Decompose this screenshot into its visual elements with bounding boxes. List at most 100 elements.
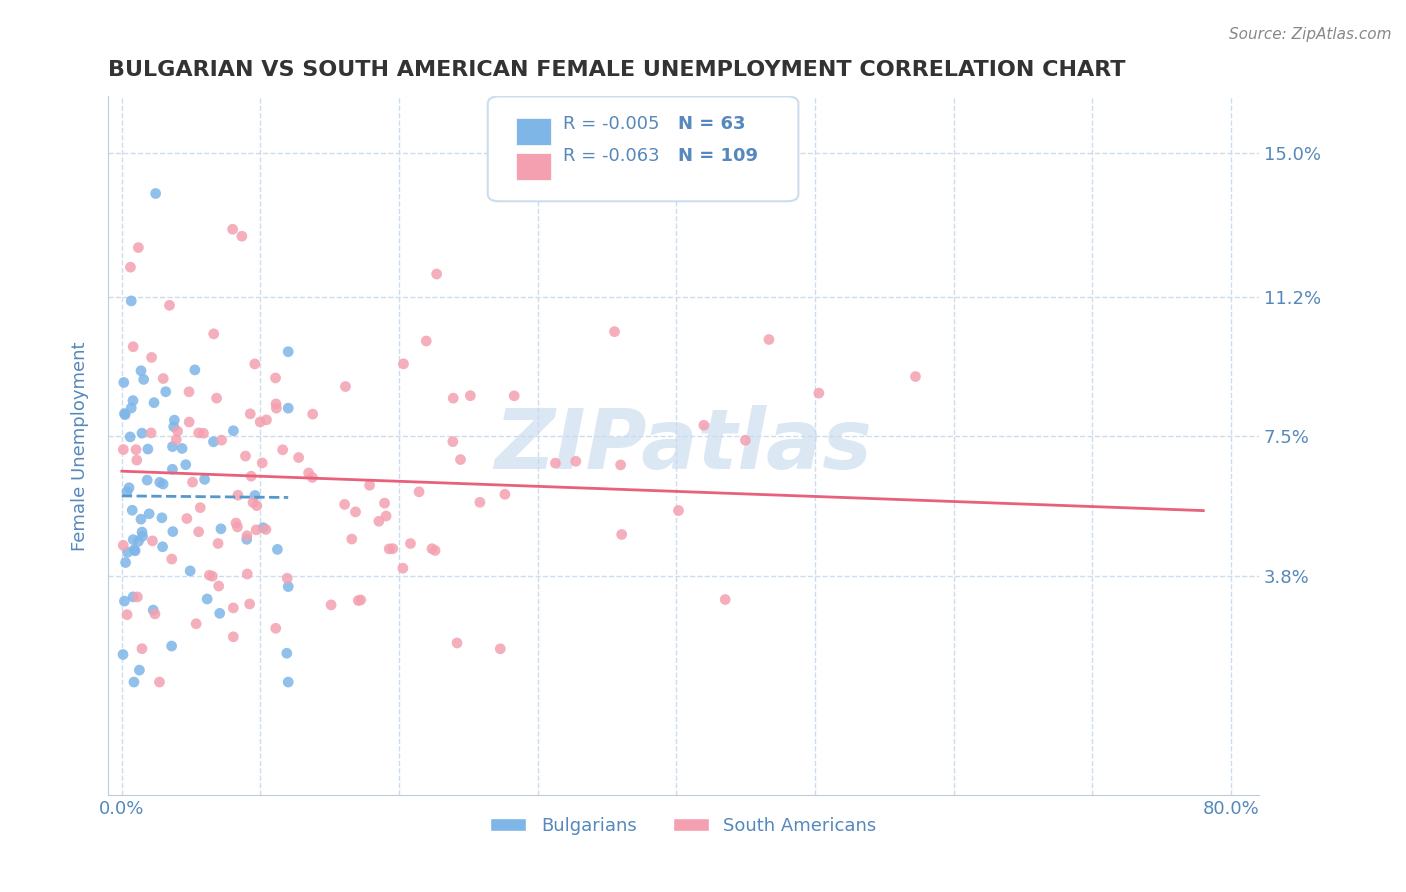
Bulgarians	[112, 594, 135, 608]
South Americans	[904, 369, 927, 384]
South Americans	[468, 495, 491, 509]
Bulgarians	[243, 488, 266, 502]
South Americans	[205, 391, 228, 405]
South Americans	[188, 500, 211, 515]
Bulgarians	[143, 395, 166, 409]
Bulgarians	[122, 393, 145, 408]
Text: N = 109: N = 109	[678, 147, 758, 165]
South Americans	[125, 442, 148, 457]
South Americans	[198, 568, 221, 582]
South Americans	[143, 607, 166, 621]
South Americans	[122, 340, 145, 354]
Bulgarians	[174, 458, 197, 472]
Bulgarians	[194, 472, 217, 486]
South Americans	[249, 415, 271, 429]
South Americans	[211, 433, 233, 447]
Bulgarians	[138, 507, 160, 521]
South Americans	[408, 484, 430, 499]
South Americans	[807, 386, 830, 401]
Bulgarians	[122, 533, 145, 547]
South Americans	[186, 616, 208, 631]
Bulgarians	[208, 607, 231, 621]
South Americans	[714, 592, 737, 607]
Bulgarians	[122, 542, 145, 557]
South Americans	[222, 630, 245, 644]
Bulgarians	[122, 675, 145, 690]
Bulgarians	[150, 510, 173, 524]
South Americans	[441, 391, 464, 405]
Bulgarians	[114, 556, 136, 570]
South Americans	[333, 497, 356, 511]
South Americans	[207, 536, 229, 550]
Bulgarians	[136, 473, 159, 487]
Bulgarians	[277, 401, 299, 416]
Text: ZIPatlas: ZIPatlas	[495, 406, 872, 486]
Bulgarians	[277, 580, 299, 594]
South Americans	[226, 488, 249, 502]
Bulgarians	[132, 372, 155, 386]
South Americans	[344, 505, 367, 519]
Bulgarians	[114, 408, 136, 422]
Bulgarians	[142, 603, 165, 617]
Bulgarians	[266, 542, 288, 557]
South Americans	[544, 456, 567, 470]
Bulgarians	[136, 442, 159, 456]
Bulgarians	[235, 533, 257, 547]
South Americans	[494, 487, 516, 501]
Bulgarians	[162, 524, 184, 539]
South Americans	[758, 333, 780, 347]
South Americans	[148, 675, 170, 690]
Bulgarians	[155, 384, 177, 399]
Bulgarians	[128, 663, 150, 677]
Bar	[516, 153, 551, 180]
Bulgarians	[112, 376, 135, 390]
South Americans	[239, 407, 262, 421]
South Americans	[187, 524, 209, 539]
South Americans	[359, 478, 381, 492]
South Americans	[693, 418, 716, 433]
South Americans	[221, 222, 243, 236]
South Americans	[276, 571, 298, 585]
Text: BULGARIAN VS SOUTH AMERICAN FEMALE UNEMPLOYMENT CORRELATION CHART: BULGARIAN VS SOUTH AMERICAN FEMALE UNEMP…	[108, 60, 1125, 79]
Bulgarians	[114, 407, 136, 421]
Bulgarians	[162, 462, 184, 476]
South Americans	[668, 503, 690, 517]
Bulgarians	[118, 481, 141, 495]
South Americans	[256, 413, 278, 427]
Bulgarians	[172, 442, 194, 456]
Text: N = 63: N = 63	[678, 115, 745, 134]
FancyBboxPatch shape	[488, 96, 799, 202]
South Americans	[301, 407, 323, 421]
South Americans	[225, 516, 247, 530]
South Americans	[127, 590, 149, 604]
South Americans	[231, 229, 253, 244]
Bulgarians	[124, 543, 146, 558]
South Americans	[187, 425, 209, 440]
South Americans	[139, 425, 162, 440]
Bulgarians	[149, 475, 172, 490]
South Americans	[375, 508, 398, 523]
Text: R = -0.005: R = -0.005	[562, 115, 659, 134]
Bulgarians	[277, 675, 299, 690]
South Americans	[160, 552, 183, 566]
Bulgarians	[120, 401, 142, 415]
South Americans	[460, 389, 482, 403]
South Americans	[201, 569, 224, 583]
South Americans	[264, 621, 287, 635]
South Americans	[399, 536, 422, 550]
South Americans	[603, 325, 626, 339]
Bulgarians	[120, 430, 142, 444]
South Americans	[193, 426, 215, 441]
South Americans	[441, 434, 464, 449]
South Americans	[112, 442, 135, 457]
South Americans	[347, 593, 370, 607]
Text: R = -0.063: R = -0.063	[562, 147, 659, 165]
Bulgarians	[129, 512, 152, 526]
South Americans	[381, 541, 404, 556]
South Americans	[141, 351, 163, 365]
South Americans	[609, 458, 631, 472]
Bulgarians	[131, 529, 153, 543]
Bulgarians	[179, 564, 201, 578]
South Americans	[245, 523, 267, 537]
South Americans	[426, 267, 449, 281]
